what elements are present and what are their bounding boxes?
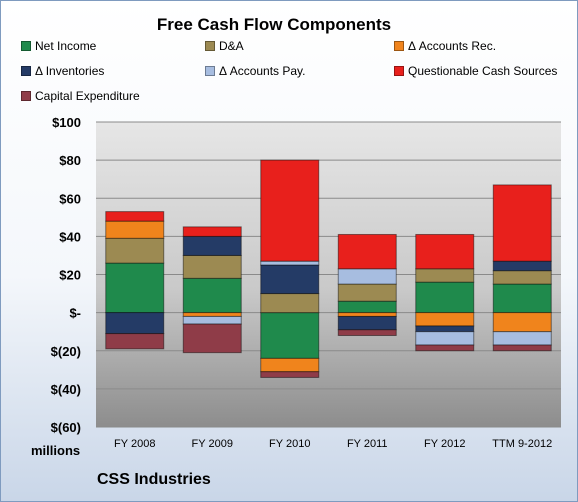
- bar-segment-accounts-pay: [337, 268, 397, 285]
- bar-segment-inventories: [415, 325, 475, 333]
- y-tick-label: $80: [59, 153, 81, 168]
- bar-segment-questionable-cash-sources: [105, 211, 165, 222]
- bar-segment-net-income: [182, 277, 242, 314]
- bar-segment-inventories: [337, 315, 397, 331]
- bar-segment-questionable-cash-sources: [260, 159, 320, 262]
- bar-segment-d-a: [337, 283, 397, 302]
- legend-item-inventories: Δ Inventories: [21, 64, 104, 78]
- bar-segment-net-income: [260, 312, 320, 359]
- legend-label: Δ Inventories: [35, 64, 105, 78]
- y-tick-label: $40: [59, 229, 81, 244]
- bar-segment-capital-expenditure: [182, 323, 242, 354]
- legend-swatch: [394, 66, 404, 76]
- x-tick-label: FY 2010: [269, 438, 310, 450]
- chart-title: Free Cash Flow Components: [156, 15, 392, 34]
- company-name: CSS Industries: [97, 471, 211, 488]
- legend-swatch: [394, 41, 404, 51]
- legend-item-d-a: D&A: [205, 39, 244, 53]
- bar-segment-questionable-cash-sources: [337, 233, 397, 270]
- bar-segment-accounts-rec: [337, 312, 397, 317]
- bar-segment-net-income: [415, 281, 475, 314]
- x-tick-label: FY 2012: [424, 438, 465, 450]
- legend-swatch: [21, 91, 31, 101]
- bar-segment-questionable-cash-sources: [415, 233, 475, 270]
- legend-label: Net Income: [35, 39, 97, 53]
- legend-item-net-income: Net Income: [21, 39, 96, 53]
- legend-item-accounts-rec: Δ Accounts Rec.: [394, 39, 496, 53]
- legend-swatch: [21, 66, 31, 76]
- y-tick-label: $60: [59, 191, 81, 206]
- legend-item-questionable-cash-sources: Questionable Cash Sources: [394, 64, 557, 78]
- bar-segment-capital-expenditure: [337, 329, 397, 336]
- bar-segment-d-a: [492, 270, 552, 285]
- legend-label: Questionable Cash Sources: [408, 64, 558, 78]
- bar-segment-capital-expenditure: [105, 333, 165, 350]
- bar-segment-questionable-cash-sources: [182, 226, 242, 237]
- legend-label: Δ Accounts Pay.: [219, 64, 306, 78]
- bar-segment-accounts-pay: [415, 331, 475, 346]
- x-tick-label: FY 2011: [347, 438, 388, 450]
- bar-segment-net-income: [105, 262, 165, 314]
- legend-label: Δ Accounts Rec.: [408, 39, 497, 53]
- bar-segment-accounts-pay: [492, 331, 552, 346]
- bar-segment-capital-expenditure: [492, 344, 552, 352]
- bar-segment-d-a: [182, 254, 242, 279]
- legend-swatch: [205, 41, 215, 51]
- y-tick-label: $20: [59, 268, 81, 283]
- bar-segment-d-a: [105, 237, 165, 264]
- bar-segment-inventories: [105, 312, 165, 335]
- legend-label: D&A: [219, 39, 244, 53]
- bar-segment-inventories: [182, 235, 242, 256]
- legend-item-capital-expenditure: Capital Expenditure: [21, 89, 140, 103]
- legend-label: Capital Expenditure: [35, 89, 140, 103]
- bar-segment-accounts-rec: [492, 312, 552, 333]
- bar-segment-d-a: [260, 293, 320, 314]
- y-tick-label: $(60): [51, 420, 81, 435]
- bar-segment-accounts-rec: [415, 312, 475, 327]
- bar-segment-inventories: [492, 260, 552, 272]
- bar-segment-capital-expenditure: [260, 371, 320, 378]
- bar-segment-accounts-pay: [182, 315, 242, 325]
- y-tick-label: $(40): [51, 382, 81, 397]
- bar-segment-net-income: [492, 283, 552, 314]
- legend-item-accounts-pay: Δ Accounts Pay.: [205, 64, 306, 78]
- legend-swatch: [205, 66, 215, 76]
- x-tick-label: FY 2008: [114, 438, 155, 450]
- legend-swatch: [21, 41, 31, 51]
- y-tick-label: $-: [69, 306, 81, 321]
- y-tick-label: $100: [52, 115, 81, 130]
- bar-segment-d-a: [415, 268, 475, 283]
- bar-segment-accounts-pay: [260, 260, 320, 266]
- bar-segment-accounts-rec: [260, 357, 320, 373]
- unit-label: millions: [31, 443, 81, 458]
- bar-segment-inventories: [260, 264, 320, 295]
- bar-segment-accounts-rec: [105, 220, 165, 239]
- x-tick-label: TTM 9-2012: [492, 438, 552, 450]
- y-tick-label: $(20): [51, 344, 81, 359]
- bar-segment-net-income: [337, 300, 397, 314]
- bar-segment-capital-expenditure: [415, 344, 475, 352]
- bar-segment-questionable-cash-sources: [492, 184, 552, 262]
- bar-segment-accounts-rec: [182, 312, 242, 317]
- x-tick-label: FY 2009: [192, 438, 233, 450]
